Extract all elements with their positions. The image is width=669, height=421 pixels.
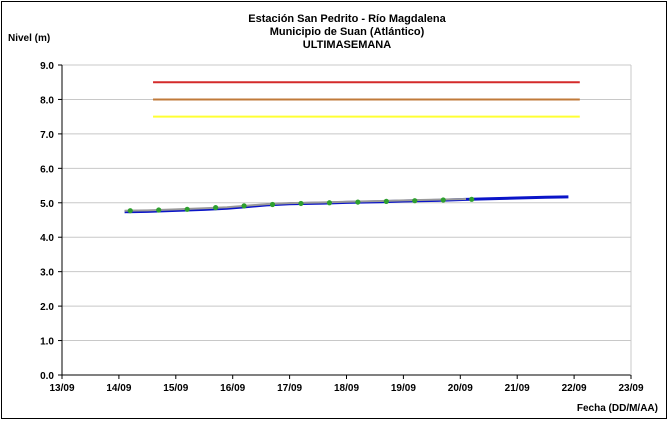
y-axis-label: Nivel (m)	[8, 33, 50, 44]
y-tick-labels: 0.0 1.0 2.0 3.0 4.0 5.0 6.0 7.0 8.0 9.0	[40, 61, 54, 382]
data-point	[298, 200, 304, 207]
data-point	[127, 208, 133, 214]
data-point	[326, 200, 333, 206]
chart-title: Estación San Pedrito - Río Magdalena Mun…	[248, 13, 446, 51]
y-tick-label: 9.0	[40, 61, 54, 72]
data-point	[469, 196, 475, 202]
y-tick-label: 4.0	[40, 233, 54, 244]
chart-title-line-1: Estación San Pedrito - Río Magdalena	[248, 13, 446, 25]
data-point	[355, 199, 361, 205]
y-tick-label: 3.0	[40, 268, 54, 279]
y-tick-label: 7.0	[40, 130, 54, 141]
x-tick-label: 19/09	[391, 383, 416, 394]
data-point	[213, 205, 219, 211]
chart-title-line-2: Municipio de Suan (Atlántico)	[270, 26, 425, 38]
y-tick-label: 5.0	[40, 199, 54, 210]
x-tick-label: 13/09	[49, 383, 74, 394]
x-tick-label: 17/09	[277, 383, 302, 394]
data-point	[241, 203, 247, 209]
data-point	[269, 201, 276, 208]
x-tick-label: 22/09	[562, 383, 587, 394]
grid-lines	[62, 64, 631, 342]
x-tick-label: 21/09	[505, 383, 530, 394]
y-tick-label: 6.0	[40, 164, 54, 175]
y-tick-label: 0.0	[40, 371, 54, 382]
chart-title-line-3: ULTIMASEMANA	[303, 39, 391, 51]
data-point	[440, 197, 446, 203]
x-tick-label: 15/09	[163, 383, 188, 394]
threshold-lines	[153, 81, 580, 118]
data-point	[412, 198, 418, 204]
x-tick-label: 16/09	[220, 383, 245, 394]
x-tick-label: 20/09	[448, 383, 473, 394]
y-tick-label: 1.0	[40, 337, 54, 348]
x-tick-label: 14/09	[106, 383, 131, 394]
x-axis-label: Fecha (DD/M/AA)	[577, 403, 658, 414]
y-tick-label: 8.0	[40, 95, 54, 106]
x-tick-labels: 13/09 14/09 15/09 16/09 17/09 18/09 19/09 20/09…	[49, 383, 643, 394]
series-line	[124, 197, 467, 212]
data-point	[383, 198, 389, 204]
y-tick-label: 2.0	[40, 302, 54, 313]
data-point	[156, 207, 162, 213]
x-tick-label: 23/09	[618, 383, 643, 394]
x-tick-label: 18/09	[334, 383, 359, 394]
axes	[58, 64, 632, 379]
data-point	[184, 206, 190, 212]
series-group	[124, 195, 569, 214]
